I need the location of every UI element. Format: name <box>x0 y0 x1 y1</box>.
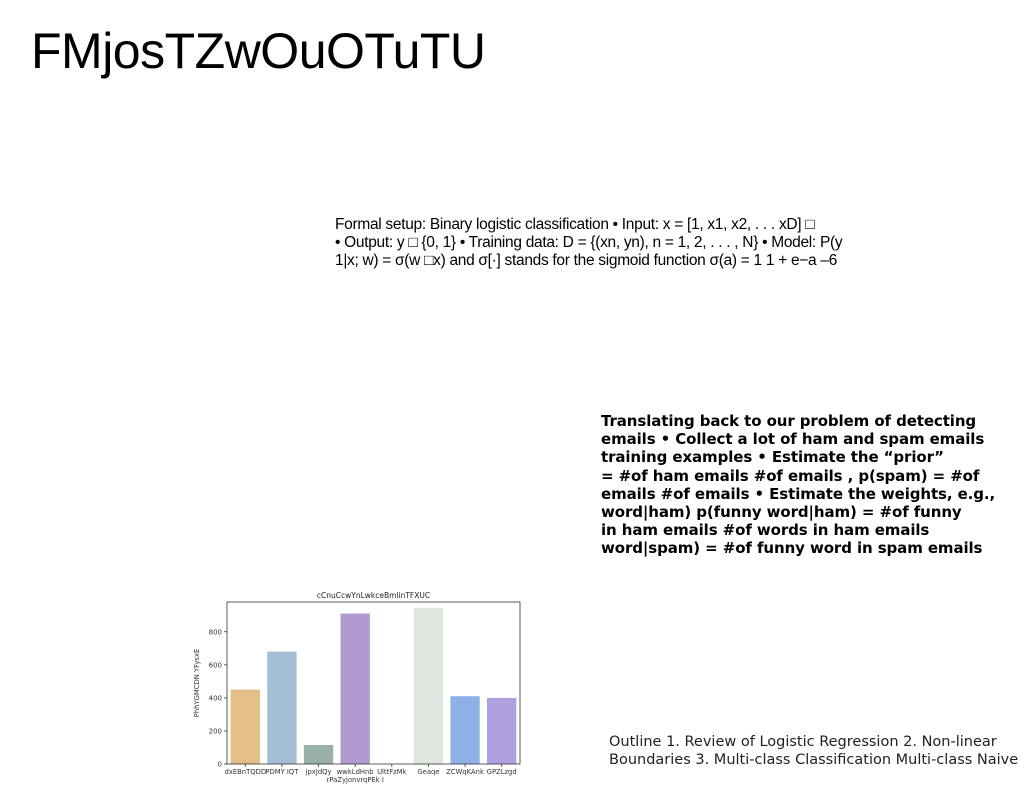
bar-chart-svg: 0 200 400 600 800 dxEBnTQDD PDMY IQT jpxJdQy wwk… <box>193 591 521 784</box>
y-tick-label-3: 600 <box>209 661 222 669</box>
x-tick-label-0: dxEBnTQDD <box>225 768 267 776</box>
y-tick-label-4: 800 <box>209 628 222 636</box>
text-line: • Output: y □ {0, 1} • Training data: D … <box>335 234 843 251</box>
x-tick-label-6: ZCWqKAnk <box>446 768 484 776</box>
y-tick-label-1: 200 <box>209 727 222 735</box>
text-line: emails • Collect a lot of ham and spam e… <box>601 430 985 449</box>
formal-setup-text: Formal setup: Binary logistic classifica… <box>335 216 880 270</box>
text-line: = #of ham emails #of emails , p(spam) = … <box>601 466 980 485</box>
page-title: FMjosTZwOuOTuTU <box>31 23 486 79</box>
bar-5 <box>413 607 444 764</box>
x-tick-label-7: GPZLzgd <box>487 768 517 776</box>
text-line: 1|x; w) = σ(w □x) and σ[·] stands for th… <box>335 252 838 269</box>
bar-1 <box>267 651 297 764</box>
bar-2 <box>303 744 334 764</box>
bar-chart: 0 200 400 600 800 dxEBnTQDD PDMY IQT jpxJdQy wwk… <box>190 588 530 786</box>
text-line: Formal setup: Binary logistic classifica… <box>335 216 815 233</box>
bar-7 <box>487 697 517 764</box>
x-tick-label-4: UlttFzMk <box>377 768 407 776</box>
bar-3 <box>340 613 370 764</box>
x-tick-label-3: wwkLdHnb <box>337 768 374 776</box>
chart-title: cCnuCcwYnLwkceBmlinTFXUC <box>317 591 430 600</box>
y-axis-label: PhhYGMCDN YFysxE <box>193 649 201 718</box>
text-line: Translating back to our problem of detec… <box>601 412 977 430</box>
text-line: in ham emails #of words in ham emails <box>601 521 930 540</box>
text-line: Outline 1. Review of Logistic Regression… <box>609 734 997 750</box>
x-tick-label-2: jpxJdQy <box>305 768 332 776</box>
y-tick-label-0: 0 <box>218 761 222 769</box>
text-line: Boundaries 3. Multi-class Classification… <box>609 752 1019 768</box>
x-tick-label-5: Geaqe <box>417 768 439 776</box>
y-tick-label-2: 400 <box>209 694 222 702</box>
plot-frame <box>226 601 521 765</box>
bar-0 <box>230 689 260 764</box>
text-line: word|ham) p(funny word|ham) = #of funny <box>601 503 962 522</box>
text-line: word|spam) = #of funny word in spam emai… <box>601 539 983 558</box>
translating-back-text: Translating back to our problem of detec… <box>601 412 1024 558</box>
x-tick-label-3-line-1: rPaZyjonvrqPEk I <box>327 776 384 784</box>
x-tick-label-1: PDMY IQT <box>265 768 299 776</box>
bar-6 <box>450 696 480 764</box>
outline-text: Outline 1. Review of Logistic Regression… <box>609 733 1024 769</box>
text-line: training examples • Estimate the “prior” <box>601 448 944 467</box>
text-line: emails #of emails • Estimate the weights… <box>601 484 996 503</box>
